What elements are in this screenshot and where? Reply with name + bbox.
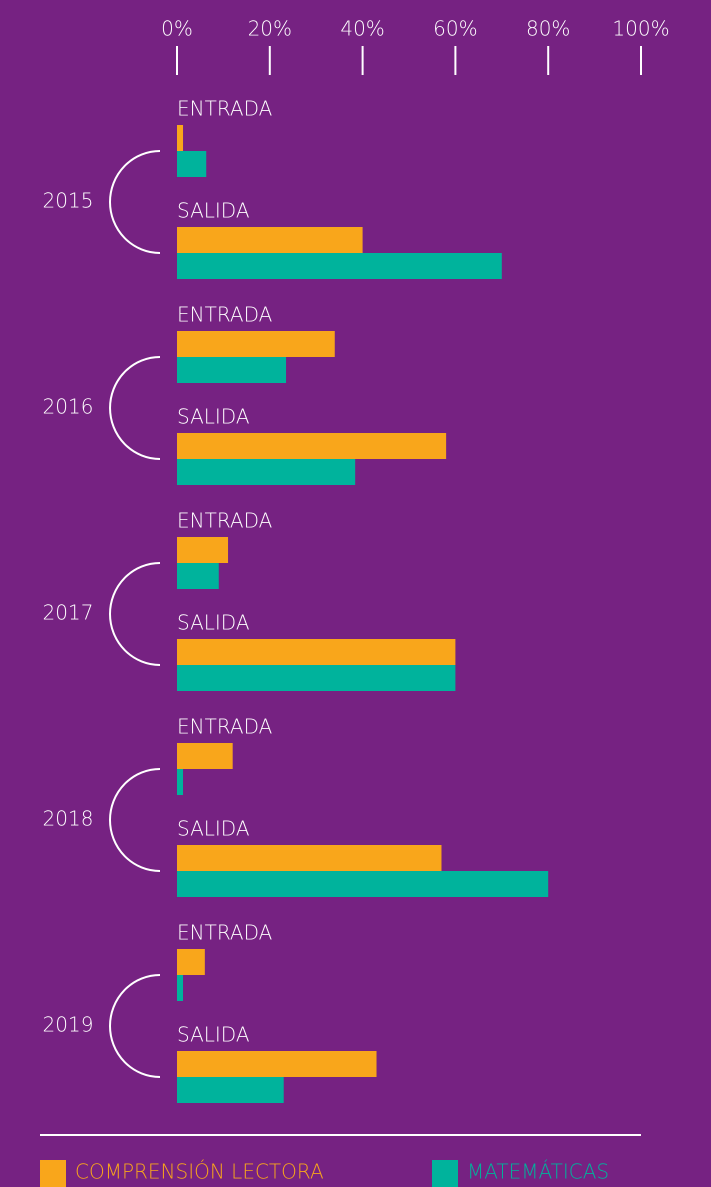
x-tick-label: 20% xyxy=(248,17,292,41)
x-tick-label: 100% xyxy=(612,17,669,41)
group-bracket xyxy=(109,974,161,1078)
bar xyxy=(177,769,184,795)
category-label: ENTRADA xyxy=(177,97,273,121)
category-label: SALIDA xyxy=(177,817,250,841)
bar xyxy=(177,1077,284,1103)
x-tick-label: 60% xyxy=(433,17,477,41)
bar xyxy=(177,743,233,769)
legend-label: MATEMÁTICAS xyxy=(467,1160,609,1184)
legend-label: COMPRENSIÓN LECTORA xyxy=(75,1160,324,1184)
bar xyxy=(177,845,442,871)
bar xyxy=(177,433,447,459)
category-label: ENTRADA xyxy=(177,921,273,945)
category-label: ENTRADA xyxy=(177,715,273,739)
bar xyxy=(177,125,184,151)
bar xyxy=(177,1051,377,1077)
legend-swatch xyxy=(40,1160,66,1187)
group-bracket xyxy=(109,356,161,460)
group-label: 2017 xyxy=(43,601,94,625)
bar xyxy=(177,151,207,177)
bar xyxy=(177,563,219,589)
bar xyxy=(177,227,363,253)
group-label: 2016 xyxy=(43,395,94,419)
bar xyxy=(177,331,335,357)
bar xyxy=(177,459,356,485)
group-label: 2018 xyxy=(43,807,94,831)
category-label: SALIDA xyxy=(177,405,250,429)
category-label: SALIDA xyxy=(177,611,250,635)
bar xyxy=(177,639,456,665)
category-label: ENTRADA xyxy=(177,303,273,327)
category-label: ENTRADA xyxy=(177,509,273,533)
group-label: 2015 xyxy=(43,189,94,213)
x-tick-label: 40% xyxy=(340,17,384,41)
category-label: SALIDA xyxy=(177,199,250,223)
bar xyxy=(177,975,184,1001)
legend-swatch xyxy=(432,1160,458,1187)
group-bracket xyxy=(109,562,161,666)
bar xyxy=(177,537,229,563)
bar xyxy=(177,665,456,691)
category-label: SALIDA xyxy=(177,1023,250,1047)
group-label: 2019 xyxy=(43,1013,94,1037)
group-bracket xyxy=(109,150,161,254)
bar xyxy=(177,949,205,975)
group-bracket xyxy=(109,768,161,872)
bar xyxy=(177,253,502,279)
x-tick-label: 80% xyxy=(526,17,570,41)
bar xyxy=(177,871,549,897)
x-tick-label: 0% xyxy=(161,17,193,41)
bar xyxy=(177,357,287,383)
